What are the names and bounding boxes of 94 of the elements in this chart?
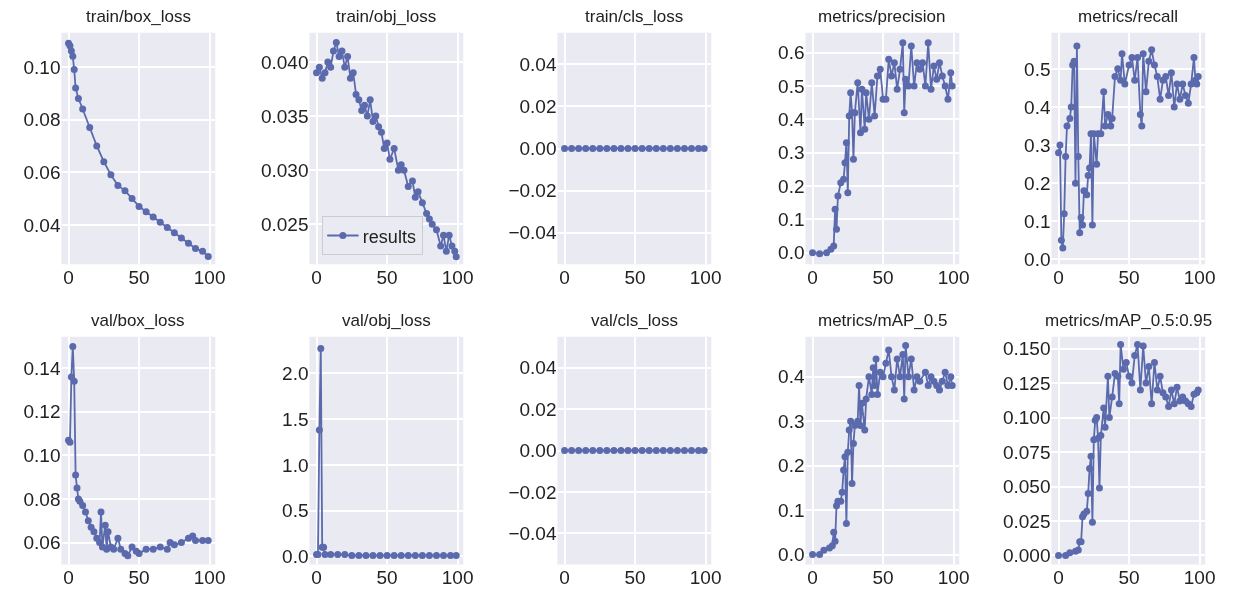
y-tick-label: 0.035 bbox=[260, 105, 309, 127]
chart-title: metrics/recall bbox=[1078, 7, 1179, 26]
x-tick-label: 100 bbox=[689, 567, 722, 589]
y-tick-label: 0.0 bbox=[1024, 249, 1051, 271]
y-tick-label: 0.02 bbox=[519, 96, 557, 118]
y-tick-label: 0.00 bbox=[519, 138, 557, 160]
y-tick-label: 1.5 bbox=[282, 408, 309, 430]
chart-title: val/obj_loss bbox=[342, 311, 431, 330]
y-tick-label: 0.02 bbox=[519, 398, 557, 420]
y-tick-label: 0.5 bbox=[778, 75, 805, 97]
x-tick-label: 0 bbox=[63, 267, 74, 289]
x-tick-label: 100 bbox=[193, 567, 226, 589]
y-tick-label: 0.06 bbox=[23, 161, 61, 183]
y-tick-label: 0.025 bbox=[1002, 510, 1051, 532]
y-tick-label: 0.12 bbox=[23, 401, 61, 423]
x-tick-label: 0 bbox=[311, 567, 322, 589]
y-tick-label: 0.1 bbox=[778, 209, 805, 231]
y-tick-label: 0.08 bbox=[23, 109, 61, 131]
x-tick-label: 50 bbox=[128, 267, 150, 289]
x-tick-label: 50 bbox=[376, 267, 398, 289]
x-tick-label: 50 bbox=[624, 267, 646, 289]
x-tick-label: 0 bbox=[311, 267, 322, 289]
y-tick-label: 0.6 bbox=[778, 42, 805, 64]
x-tick-label: 100 bbox=[1183, 267, 1216, 289]
y-tick-label: 0.5 bbox=[1024, 58, 1051, 80]
y-tick-label: 0.04 bbox=[23, 214, 61, 236]
chart-title: val/cls_loss bbox=[591, 311, 678, 330]
x-tick-label: 50 bbox=[1118, 567, 1140, 589]
y-tick-label: 0.10 bbox=[23, 445, 61, 467]
x-tick-label: 100 bbox=[1183, 567, 1216, 589]
x-tick-label: 100 bbox=[441, 267, 474, 289]
y-tick-label: 0.5 bbox=[282, 500, 309, 522]
y-tick-label: −0.04 bbox=[508, 222, 557, 244]
y-tick-label: 0.030 bbox=[260, 159, 309, 181]
x-tick-label: 0 bbox=[1053, 567, 1064, 589]
y-tick-label: 0.025 bbox=[260, 213, 309, 235]
y-tick-label: −0.02 bbox=[508, 180, 557, 202]
y-tick-label: 0.050 bbox=[1002, 476, 1051, 498]
y-tick-label: 0.00 bbox=[519, 440, 557, 462]
x-tick-label: 100 bbox=[937, 567, 970, 589]
chart-title: train/cls_loss bbox=[585, 7, 684, 26]
y-tick-label: 0.2 bbox=[778, 455, 805, 477]
y-tick-label: 0.4 bbox=[778, 109, 805, 130]
x-tick-label: 0 bbox=[1053, 267, 1064, 289]
y-tick-label: 0.150 bbox=[1002, 338, 1051, 360]
x-tick-label: 100 bbox=[193, 267, 226, 289]
x-tick-label: 0 bbox=[63, 567, 74, 589]
x-tick-label: 100 bbox=[689, 267, 722, 289]
y-tick-label: 0.1 bbox=[778, 499, 805, 521]
y-tick-label: 0.0 bbox=[282, 546, 309, 568]
y-tick-label: 0.000 bbox=[1002, 545, 1051, 567]
y-tick-label: 0.040 bbox=[260, 51, 309, 73]
y-tick-label: 0.4 bbox=[778, 366, 805, 388]
chart-title: val/box_loss bbox=[91, 311, 185, 330]
y-tick-label: 1.0 bbox=[282, 454, 309, 476]
y-tick-label: 0.075 bbox=[1002, 441, 1051, 463]
x-tick-label: 50 bbox=[872, 567, 894, 589]
chart-title: metrics/mAP_0.5 bbox=[818, 311, 948, 330]
y-tick-label: 0.08 bbox=[23, 488, 61, 510]
y-tick-label: −0.02 bbox=[508, 481, 557, 503]
y-tick-label: 0.0 bbox=[778, 544, 805, 566]
y-tick-label: 0.2 bbox=[778, 175, 805, 197]
y-tick-label: 0.04 bbox=[519, 357, 557, 379]
y-tick-label: −0.04 bbox=[508, 522, 557, 544]
x-tick-label: 0 bbox=[807, 567, 818, 589]
x-tick-label: 50 bbox=[872, 267, 894, 289]
y-tick-label: 0.3 bbox=[1024, 134, 1051, 156]
x-tick-label: 0 bbox=[559, 267, 570, 289]
y-tick-label: 0.04 bbox=[519, 53, 557, 75]
chart-title: train/obj_loss bbox=[336, 7, 437, 26]
x-tick-label: 0 bbox=[559, 567, 570, 589]
x-tick-label: 50 bbox=[376, 567, 398, 589]
legend-label: results bbox=[362, 226, 416, 247]
x-tick-label: 100 bbox=[937, 267, 970, 289]
y-tick-label: 0.3 bbox=[778, 410, 805, 432]
y-tick-label: 0.06 bbox=[23, 532, 61, 554]
chart-title: train/box_loss bbox=[86, 7, 191, 26]
y-tick-label: 0.3 bbox=[778, 142, 805, 164]
x-tick-label: 50 bbox=[1118, 267, 1140, 289]
x-tick-label: 0 bbox=[807, 267, 818, 289]
chart-title: metrics/precision bbox=[818, 7, 946, 26]
y-tick-label: 2.0 bbox=[282, 362, 309, 384]
x-tick-label: 50 bbox=[624, 567, 646, 589]
y-tick-label: 0.14 bbox=[23, 357, 61, 379]
chart-title: metrics/mAP_0.5:0.95 bbox=[1045, 311, 1213, 330]
y-tick-label: 0.1 bbox=[1024, 210, 1051, 232]
y-tick-label: 0.4 bbox=[1024, 96, 1051, 118]
x-tick-label: 100 bbox=[441, 567, 474, 589]
y-tick-label: 0.100 bbox=[1002, 407, 1051, 429]
y-tick-label: 0.10 bbox=[23, 56, 61, 78]
y-tick-label: 0.0 bbox=[778, 242, 805, 264]
y-tick-label: 0.125 bbox=[1002, 372, 1051, 394]
x-tick-label: 50 bbox=[128, 567, 150, 589]
y-tick-label: 0.2 bbox=[1024, 172, 1051, 194]
